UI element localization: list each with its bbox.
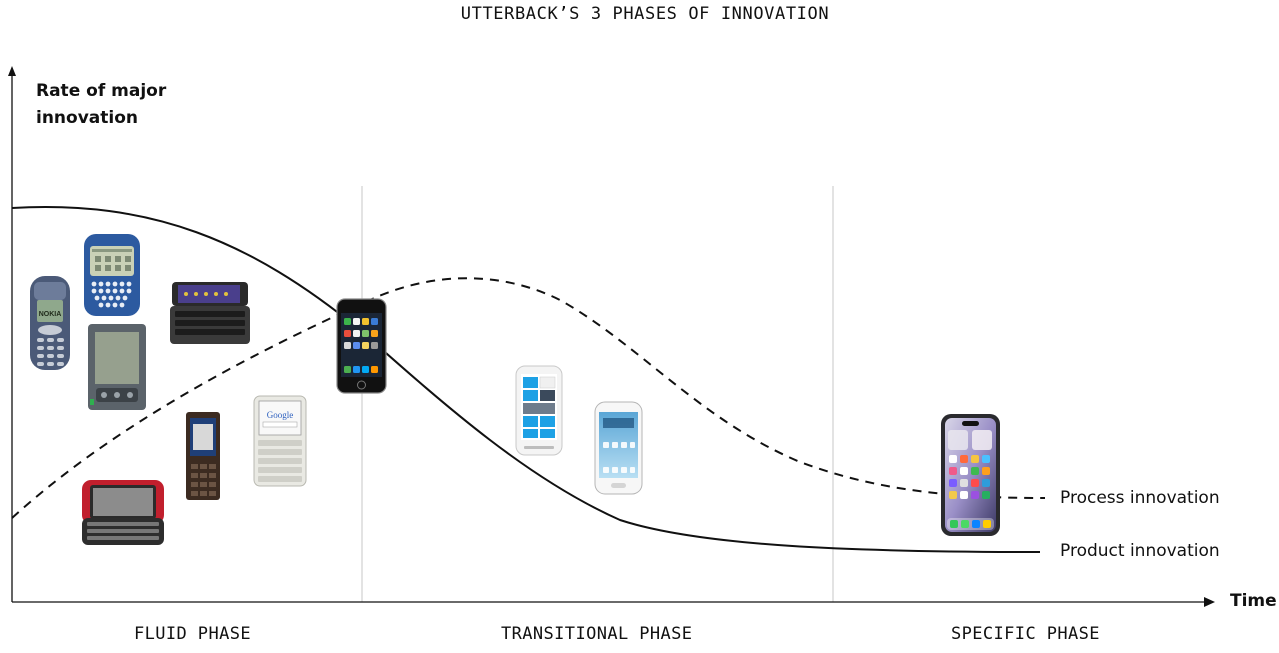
transitional-phase-label: TRANSITIONAL PHASE (501, 624, 693, 644)
y-axis (8, 66, 16, 602)
palm-pda-image (88, 324, 146, 410)
diagram-title: UTTERBACK’S 3 PHASES OF INNOVATION (460, 4, 830, 24)
fluid-phase-label: FLUID PHASE (134, 624, 251, 644)
original-iphone-image (336, 298, 387, 394)
lg-slider-phone-image (82, 480, 164, 545)
google-screen-text: Google (267, 410, 294, 420)
qwerty-landscape-phone-image (170, 282, 250, 344)
slim-bar-phone-image (186, 412, 220, 500)
windows-phone-image (515, 365, 563, 456)
specific-phase-label: SPECIFIC PHASE (951, 624, 1100, 644)
product-innovation-curve (11, 206, 1041, 553)
nokia-3310-phone-image: NOKIA (30, 276, 70, 370)
blackberry-phone-image (84, 234, 140, 316)
product-innovation-label: Product innovation (1060, 541, 1220, 561)
process-innovation-label: Process innovation (1060, 488, 1220, 508)
y-axis-label: Rate of major innovation (36, 81, 167, 128)
google-qwerty-phone-image: Google (253, 395, 307, 487)
modern-iphone-image (941, 414, 1000, 536)
x-axis (12, 597, 1215, 607)
nokia-brand-text: NOKIA (39, 311, 62, 318)
x-axis-label: Time (1230, 591, 1277, 611)
galaxy-phone-image (594, 401, 643, 495)
